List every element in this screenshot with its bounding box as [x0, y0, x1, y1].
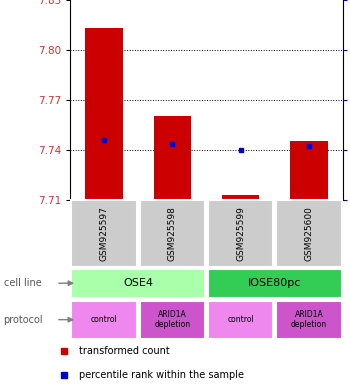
Text: ARID1A
depletion: ARID1A depletion [291, 310, 327, 329]
Bar [208, 200, 273, 267]
Bar [154, 116, 191, 200]
Bar [276, 200, 342, 267]
Bar [208, 301, 273, 339]
Text: GSM925599: GSM925599 [236, 206, 245, 261]
Text: IOSE80pc: IOSE80pc [248, 278, 301, 288]
Bar [276, 301, 342, 339]
Text: GSM925598: GSM925598 [168, 206, 177, 261]
Bar [222, 195, 259, 200]
Bar [71, 301, 137, 339]
Bar [85, 28, 123, 200]
Text: control: control [91, 315, 118, 324]
Text: ARID1A
depletion: ARID1A depletion [154, 310, 190, 329]
Text: OSE4: OSE4 [123, 278, 153, 288]
Bar [140, 200, 205, 267]
Text: percentile rank within the sample: percentile rank within the sample [79, 370, 244, 380]
Bar [290, 141, 328, 200]
Text: control: control [227, 315, 254, 324]
Bar [71, 268, 205, 298]
Text: cell line: cell line [4, 278, 41, 288]
Text: protocol: protocol [4, 314, 43, 325]
Bar [140, 301, 205, 339]
Text: GSM925600: GSM925600 [304, 206, 313, 261]
Text: GSM925597: GSM925597 [100, 206, 108, 261]
Bar [71, 200, 137, 267]
Text: transformed count: transformed count [79, 346, 169, 356]
Bar [208, 268, 342, 298]
